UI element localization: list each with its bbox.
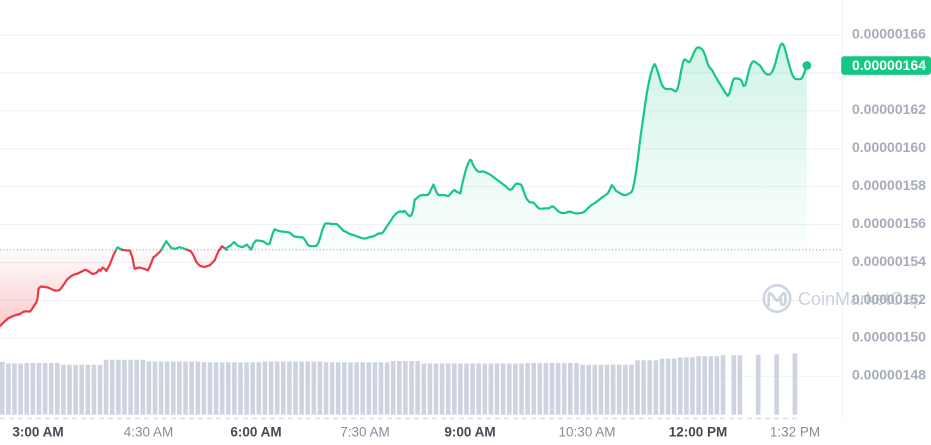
svg-text:0.00000156: 0.00000156 xyxy=(852,215,926,231)
svg-text:1:32 PM: 1:32 PM xyxy=(770,425,820,440)
svg-text:0.00000166: 0.00000166 xyxy=(852,26,926,42)
svg-text:0.00000148: 0.00000148 xyxy=(852,367,926,383)
svg-text:3:00 AM: 3:00 AM xyxy=(12,425,63,440)
svg-text:0.00000152: 0.00000152 xyxy=(852,291,926,307)
svg-text:0.00000162: 0.00000162 xyxy=(852,101,926,117)
svg-text:4:30 AM: 4:30 AM xyxy=(124,425,174,440)
svg-text:10:30 AM: 10:30 AM xyxy=(558,425,615,440)
svg-text:CoinMarketCap: CoinMarketCap xyxy=(798,289,923,309)
svg-text:7:30 AM: 7:30 AM xyxy=(340,425,390,440)
svg-text:12:00 PM: 12:00 PM xyxy=(669,425,728,440)
svg-text:6:00 AM: 6:00 AM xyxy=(230,425,281,440)
svg-text:0.00000150: 0.00000150 xyxy=(852,329,926,345)
svg-text:0.00000154: 0.00000154 xyxy=(852,253,926,269)
svg-text:9:00 AM: 9:00 AM xyxy=(444,425,495,440)
svg-text:0.00000160: 0.00000160 xyxy=(852,139,926,155)
svg-text:0.00000158: 0.00000158 xyxy=(852,177,926,193)
svg-text:0.00000164: 0.00000164 xyxy=(852,57,926,73)
